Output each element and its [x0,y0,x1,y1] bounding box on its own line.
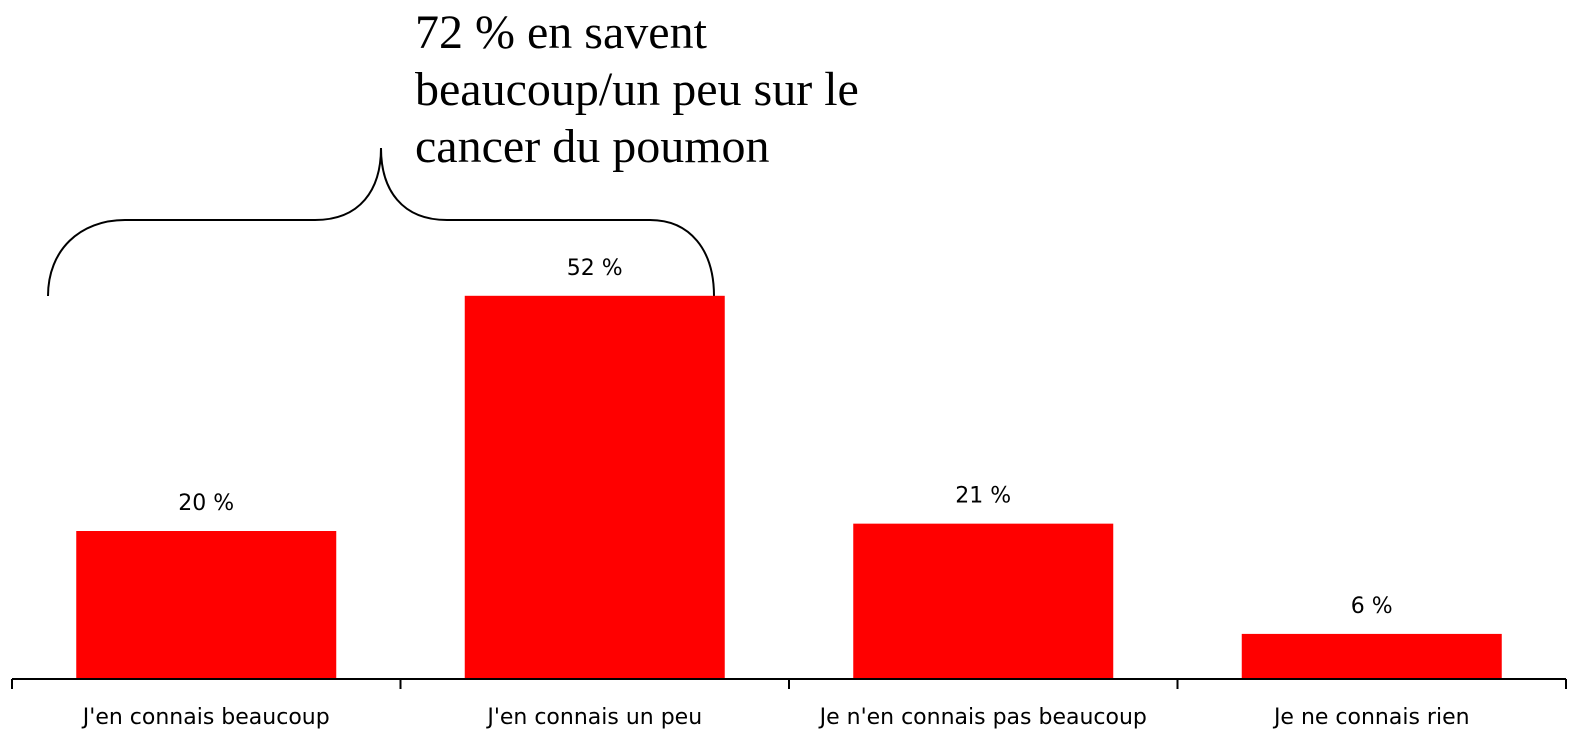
x-tick-label: Je n'en connais pas beaucoup [818,705,1147,730]
annotation: 72 % en savent beaucoup/un peu sur le ca… [415,6,859,173]
value-label: 21 % [955,484,1011,509]
x-tick-label: J'en connais beaucoup [81,705,330,730]
bar [76,531,337,678]
bar [464,295,725,678]
value-label: 20 % [178,491,234,516]
bar [1241,633,1502,678]
x-tick-label: J'en connais un peu [485,705,702,730]
value-label: 52 % [567,256,623,281]
value-label: 6 % [1351,594,1393,619]
bar [853,523,1114,678]
brace [47,147,715,297]
x-tick-label: Je ne connais rien [1272,705,1470,730]
